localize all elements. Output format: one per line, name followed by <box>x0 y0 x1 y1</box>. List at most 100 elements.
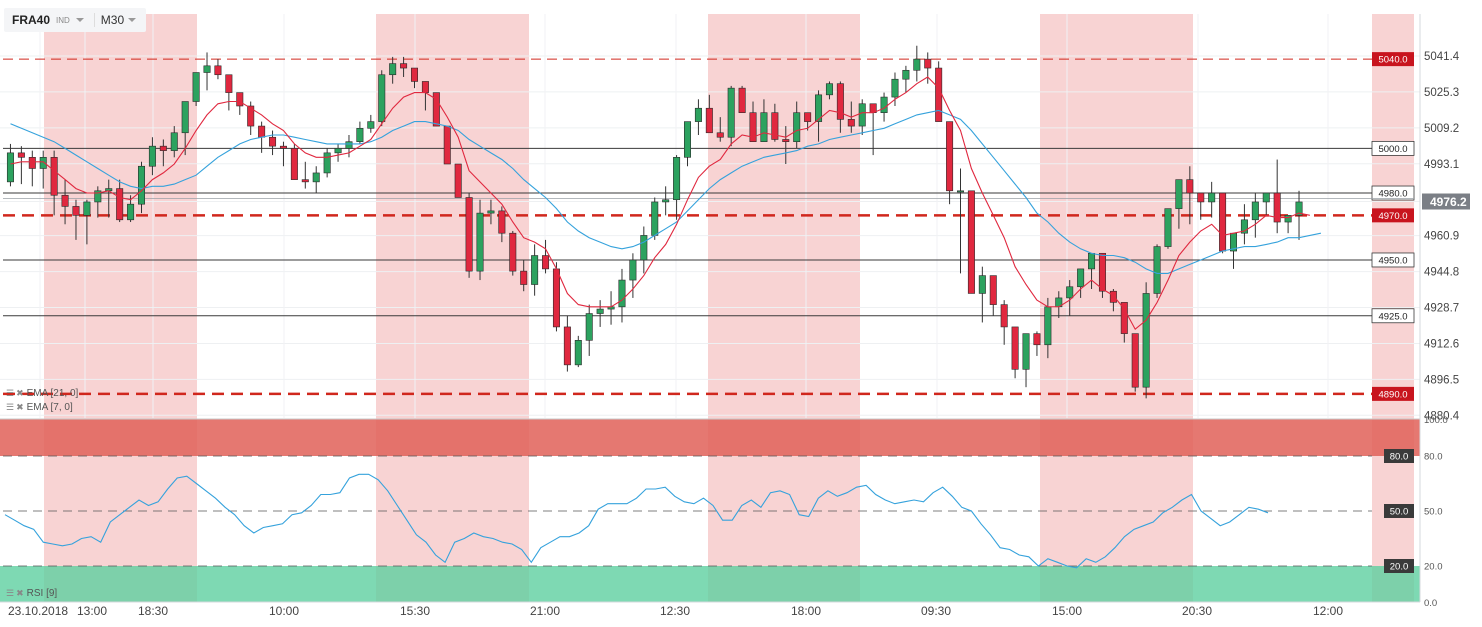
candle-body <box>148 145 156 167</box>
candle-body <box>618 279 626 308</box>
candle-body <box>880 96 888 113</box>
candle-body <box>1240 219 1248 234</box>
candle-body <box>1109 290 1117 303</box>
y-tick-label: 4928.7 <box>1424 303 1459 315</box>
candle-body <box>116 188 124 221</box>
y-tick-label: 4944.8 <box>1424 267 1459 279</box>
close-icon[interactable]: ✖ <box>16 402 24 412</box>
rsi-level-tag <box>1384 449 1414 463</box>
close-icon[interactable]: ✖ <box>16 388 24 398</box>
candle-body <box>902 69 910 80</box>
candle-body <box>498 210 506 234</box>
candle-body <box>159 145 167 151</box>
candle-body <box>138 165 146 205</box>
candle-body <box>716 132 724 138</box>
candle-body <box>563 326 571 366</box>
oversold-zone <box>0 566 1420 602</box>
candle-body <box>858 103 866 127</box>
timeframe-dropdown-icon[interactable] <box>128 18 137 22</box>
candle-body <box>323 152 331 174</box>
price-level-tag-text: 5040.0 <box>1378 55 1407 66</box>
candle-body <box>1044 306 1052 346</box>
candle-body <box>1273 192 1281 223</box>
candle-body <box>673 157 681 201</box>
ema-slow-line <box>10 109 1322 274</box>
ema-fast-legend[interactable]: ☰ ✖ EMA [7, 0] <box>6 402 73 413</box>
close-icon[interactable]: ✖ <box>16 588 24 598</box>
candle-body <box>258 125 266 138</box>
rsi-legend[interactable]: ☰ ✖ RSI [9] <box>6 588 57 599</box>
candle-body <box>1197 192 1205 203</box>
candles <box>6 45 1303 399</box>
rsi-level-tag <box>1384 559 1414 573</box>
rsi-line <box>4 473 1269 569</box>
x-tick-label: 20:30 <box>1182 604 1212 618</box>
candle-body <box>956 190 964 193</box>
candle-body <box>749 112 757 142</box>
candle-body <box>1219 192 1227 252</box>
rsi-level-tag-text: 20.0 <box>1390 562 1409 573</box>
symbol-label[interactable]: FRA40 <box>12 13 51 27</box>
rsi-tick-label: 100.0 <box>1424 415 1448 426</box>
y-tick-label: 5041.4 <box>1424 51 1460 63</box>
candle-body <box>17 152 25 158</box>
x-tick-label: 10:00 <box>269 604 299 618</box>
candle-body <box>935 67 943 122</box>
candle-body <box>203 65 211 73</box>
candle-body <box>1208 192 1216 203</box>
candle-body <box>847 119 855 127</box>
rsi-level-tag-text: 80.0 <box>1390 452 1409 463</box>
candle-body <box>542 255 550 270</box>
candle-body <box>1186 179 1194 194</box>
candle-body <box>28 157 36 169</box>
candle-body <box>683 121 691 158</box>
candle-body <box>301 179 309 183</box>
candle-body <box>520 270 528 285</box>
y-tick-label: 4896.5 <box>1424 374 1459 386</box>
price-level-tag-text: 4950.0 <box>1378 255 1407 266</box>
ema-slow-legend[interactable]: ☰ ✖ EMA [21, 0] <box>6 388 78 399</box>
candle-body <box>629 259 637 281</box>
symbol-dropdown-icon[interactable] <box>75 18 84 22</box>
x-tick-label: 09:30 <box>921 604 951 618</box>
candle-body <box>39 157 47 169</box>
x-tick-label: 15:00 <box>1052 604 1082 618</box>
candle-body <box>356 128 364 142</box>
price-level-tag-text: 4925.0 <box>1378 311 1407 322</box>
chart-toolbar: FRA40 IND M30 <box>4 8 147 32</box>
candle-body <box>967 190 975 294</box>
x-tick-label: 18:30 <box>138 604 168 618</box>
timeframe-selector[interactable]: M30 <box>93 13 124 27</box>
candle-body <box>815 94 823 122</box>
y-tick-label: 4880.4 <box>1424 410 1460 422</box>
price-level-tag <box>1372 52 1414 67</box>
menu-icon[interactable]: ☰ <box>6 388 15 398</box>
candle-body <box>410 67 418 82</box>
y-tick-label: 5009.2 <box>1424 123 1459 135</box>
rsi-level-tag-text: 50.0 <box>1390 507 1409 518</box>
candle-body <box>181 101 189 134</box>
axes: 5041.4 5025.3 5009.2 4993.1 4976.2 4960.9 4944… <box>0 14 1470 618</box>
candle-body <box>760 112 768 142</box>
candle-body <box>279 145 287 149</box>
candle-body <box>269 136 277 147</box>
candle-body <box>345 141 353 149</box>
candle-body <box>1011 326 1019 370</box>
candle-body <box>738 87 746 113</box>
price-level-tag <box>1371 252 1415 268</box>
rsi-tick-label: 0.0 <box>1424 598 1437 609</box>
candle-body <box>913 58 921 71</box>
overbought-zone <box>0 419 1420 456</box>
candle-body <box>1153 246 1161 294</box>
candle-body <box>1251 201 1259 221</box>
menu-icon[interactable]: ☰ <box>6 588 15 598</box>
candle-body <box>236 92 244 107</box>
candle-body <box>214 65 222 76</box>
price-level-tag-text: 5000.0 <box>1378 144 1407 155</box>
candle-body <box>72 206 80 216</box>
menu-icon[interactable]: ☰ <box>6 402 15 412</box>
candle-body <box>662 199 670 203</box>
candle-body <box>389 63 397 76</box>
candle-body <box>509 232 517 272</box>
